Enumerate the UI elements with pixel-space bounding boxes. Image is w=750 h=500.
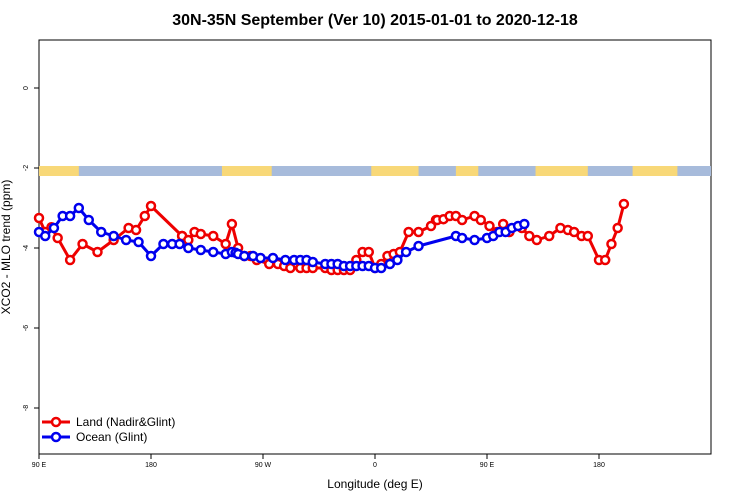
land-data-point: [64, 254, 76, 266]
y-tick-label: -6: [23, 325, 30, 331]
land-data-point: [524, 230, 535, 242]
land-strip-segment: [221, 166, 272, 176]
land-strip-segment: [632, 166, 678, 176]
ocean-data-point: [469, 234, 480, 246]
land-data-point: [92, 246, 103, 258]
ocean-data-point: [108, 230, 119, 242]
ocean-data-point: [375, 262, 387, 274]
land-data-point: [582, 230, 594, 242]
ocean-data-point: [195, 244, 207, 256]
land-data-point: [33, 212, 45, 224]
ocean-data-point: [133, 236, 144, 248]
ocean-data-point: [83, 214, 95, 226]
ocean-data-point: [95, 226, 107, 238]
legend: Land (Nadir&Glint) Ocean (Glint): [42, 415, 175, 444]
land-strip-segment: [39, 166, 79, 176]
ocean-data-point: [120, 234, 132, 246]
y-axis-label: XCO2 - MLO trend (ppm): [0, 180, 13, 315]
land-data-point: [285, 262, 296, 274]
ocean-data-point: [48, 222, 60, 234]
legend-land-label: Land (Nadir&Glint): [76, 415, 175, 429]
ocean-data-point: [280, 254, 291, 266]
ocean-data-point: [64, 210, 76, 222]
ocean-data-point: [413, 240, 424, 252]
ocean-data-point: [174, 238, 185, 250]
ocean-data-point: [267, 252, 279, 264]
ocean-data-point: [39, 230, 51, 242]
land-data-point: [413, 226, 424, 238]
land-data-point: [568, 226, 580, 238]
land-data-point: [226, 218, 238, 230]
ocean-data-point: [400, 246, 412, 258]
y-tick-label: -2: [23, 165, 30, 171]
land-data-point: [145, 200, 157, 212]
y-tick-label: -8: [23, 405, 30, 411]
ocean-data-point: [392, 254, 403, 266]
land-data-point: [475, 214, 487, 226]
land-data-point: [606, 238, 617, 250]
ocean-data-point: [519, 218, 530, 230]
legend-land-marker: [50, 416, 62, 428]
x-tick-label: 0: [373, 462, 377, 469]
x-axis-label: Longitude (deg E): [327, 477, 422, 491]
chart-title: 30N-35N September (Ver 10) 2015-01-01 to…: [172, 12, 578, 29]
land-data-point: [77, 238, 88, 250]
x-tick-label: 90 E: [480, 462, 495, 469]
x-tick-label: 90 W: [255, 462, 272, 469]
land-strip-segment: [371, 166, 419, 176]
y-tick-label: 0: [23, 86, 30, 90]
legend-ocean-label: Ocean (Glint): [76, 430, 147, 444]
x-axis-ticks: 90 E 180 90 W 0 90 E 180: [32, 454, 605, 469]
land-data-point: [195, 228, 207, 240]
y-tick-label: -4: [23, 245, 30, 251]
land-data-point: [618, 198, 630, 210]
land-data-point: [139, 210, 151, 222]
ocean-data-point: [456, 232, 468, 244]
x-tick-label: 90 E: [32, 462, 47, 469]
ocean-data-point: [384, 258, 396, 270]
series-layer: [33, 198, 630, 276]
surface-type-strip: [39, 166, 711, 176]
land-data-point: [484, 220, 495, 232]
land-data-point: [612, 222, 623, 234]
ocean-data-point: [307, 256, 319, 268]
land-data-point: [456, 214, 468, 226]
land-data-point: [130, 224, 142, 236]
ocean-data-point: [207, 246, 219, 258]
y-axis-ticks: 0 -2 -4 -6 -8: [23, 86, 39, 411]
land-data-point: [543, 230, 555, 242]
land-data-point: [363, 246, 375, 258]
x-tick-label: 180: [593, 462, 605, 469]
land-strip-segment: [535, 166, 588, 176]
x-tick-label: 180: [145, 462, 157, 469]
ocean-data-point: [73, 202, 85, 214]
ocean-data-point: [145, 250, 157, 262]
land-data-point: [207, 230, 219, 242]
legend-ocean-marker: [50, 431, 62, 443]
ocean-data-point: [239, 250, 250, 262]
ocean-data-point: [183, 242, 194, 254]
ocean-data-point: [158, 238, 169, 250]
land-data-point: [531, 234, 543, 246]
land-data-point: [599, 254, 611, 266]
land-data-point: [403, 226, 414, 238]
land-data-point: [52, 232, 63, 244]
land-strip-segment: [455, 166, 479, 176]
ocean-data-point: [255, 252, 266, 264]
land-data-point: [220, 238, 231, 250]
